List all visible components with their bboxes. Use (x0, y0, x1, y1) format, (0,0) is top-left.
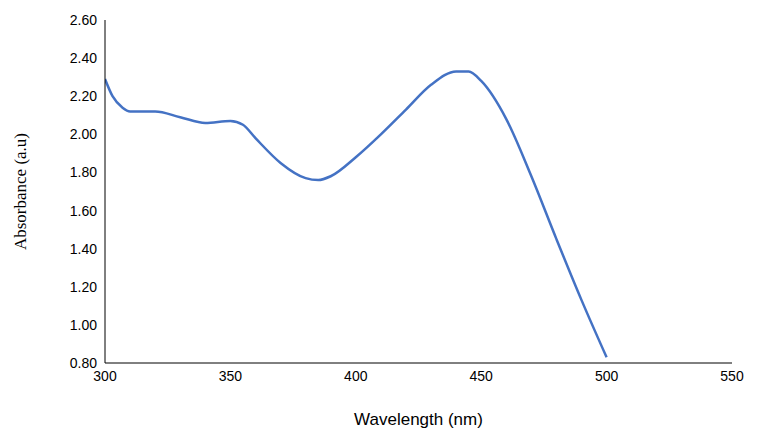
svg-text:400: 400 (344, 368, 368, 384)
svg-text:Wavelength (nm): Wavelength (nm) (354, 410, 483, 429)
svg-text:350: 350 (219, 368, 243, 384)
svg-text:0.80: 0.80 (70, 355, 97, 371)
svg-text:Absorbance (a.u): Absorbance (a.u) (11, 133, 30, 250)
svg-text:1.80: 1.80 (70, 164, 97, 180)
svg-text:1.40: 1.40 (70, 241, 97, 257)
svg-text:1.20: 1.20 (70, 279, 97, 295)
svg-text:2.40: 2.40 (70, 50, 97, 66)
svg-text:550: 550 (720, 368, 744, 384)
svg-text:1.60: 1.60 (70, 203, 97, 219)
svg-text:450: 450 (470, 368, 494, 384)
svg-text:300: 300 (93, 367, 117, 384)
svg-text:2.00: 2.00 (70, 126, 97, 142)
svg-text:2.60: 2.60 (70, 12, 97, 28)
svg-text:1.00: 1.00 (70, 317, 97, 333)
svg-text:2.20: 2.20 (70, 88, 97, 104)
svg-text:500: 500 (595, 368, 619, 384)
